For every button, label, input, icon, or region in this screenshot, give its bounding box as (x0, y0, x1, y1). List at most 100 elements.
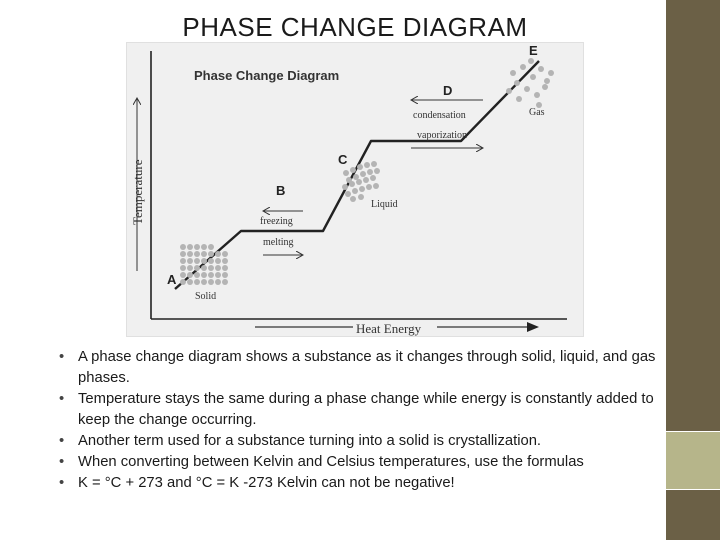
bullet-item: K = °C + 273 and °C = K -273 Kelvin can … (56, 473, 656, 494)
particle-dot (367, 169, 373, 175)
particle-dot (342, 184, 348, 190)
particle-dot (222, 265, 228, 271)
particle-dot (358, 194, 364, 200)
bullet-list: A phase change diagram shows a substance… (56, 347, 656, 494)
particle-dot (180, 244, 186, 250)
particle-dot (194, 279, 200, 285)
particle-dot (363, 177, 369, 183)
particle-dot (187, 279, 193, 285)
particle-dot (345, 191, 351, 197)
particle-dot (201, 272, 207, 278)
particle-dot (208, 258, 214, 264)
slide-title: PHASE CHANGE DIAGRAM (182, 12, 528, 42)
particle-dot (187, 265, 193, 271)
particle-dot (180, 251, 186, 257)
sidebar-accent-dark (666, 0, 720, 432)
particle-dot (194, 251, 200, 257)
particle-dot (215, 272, 221, 278)
particle-dot (180, 258, 186, 264)
particle-dot (201, 279, 207, 285)
particle-dot (201, 251, 207, 257)
particle-dot (357, 164, 363, 170)
vaporization-label: vaporization (417, 130, 467, 141)
particle-dot (201, 244, 207, 250)
point-d-label: D (443, 83, 452, 98)
particle-dot (370, 175, 376, 181)
particle-dot (194, 265, 200, 271)
particle-dot (194, 272, 200, 278)
particle-dot (544, 78, 550, 84)
condensation-label: condensation (413, 110, 466, 121)
particle-dot (374, 168, 380, 174)
particle-dot (360, 171, 366, 177)
particle-dot (222, 258, 228, 264)
particle-dot (180, 265, 186, 271)
particle-dot (215, 265, 221, 271)
liquid-particles (342, 161, 380, 202)
point-c-label: C (338, 152, 348, 167)
particle-dot (530, 74, 536, 80)
particle-dot (356, 179, 362, 185)
point-a-label: A (167, 272, 177, 287)
point-b-label: B (276, 183, 285, 198)
x-axis-label: Heat Energy (356, 321, 422, 336)
particle-dot (524, 86, 530, 92)
solid-label: Solid (195, 291, 216, 302)
particle-dot (180, 272, 186, 278)
particle-dot (208, 244, 214, 250)
particle-dot (350, 167, 356, 173)
particle-dot (350, 196, 356, 202)
particle-dot (506, 88, 512, 94)
particle-dot (371, 161, 377, 167)
particle-dot (516, 96, 522, 102)
particle-dot (343, 170, 349, 176)
particle-dot (215, 258, 221, 264)
melting-label: melting (263, 237, 294, 248)
particle-dot (201, 258, 207, 264)
bullet-item: When converting between Kelvin and Celsi… (56, 452, 656, 473)
particle-dot (187, 272, 193, 278)
particle-dot (208, 251, 214, 257)
liquid-label: Liquid (371, 199, 398, 210)
particle-dot (194, 258, 200, 264)
particle-dot (222, 251, 228, 257)
bullet-item: A phase change diagram shows a substance… (56, 347, 656, 389)
particle-dot (548, 70, 554, 76)
particle-dot (187, 244, 193, 250)
point-e-label: E (529, 43, 538, 58)
phase-change-diagram: Temperature Heat Energy Phase Change Dia… (130, 43, 567, 336)
freezing-label: freezing (260, 216, 293, 227)
particle-dot (353, 174, 359, 180)
particle-dot (373, 183, 379, 189)
particle-dot (180, 279, 186, 285)
particle-dot (542, 84, 548, 90)
particle-dot (364, 162, 370, 168)
particle-dot (215, 251, 221, 257)
bullet-item: Another term used for a substance turnin… (56, 431, 656, 452)
particle-dot (208, 279, 214, 285)
solid-particles (180, 244, 228, 285)
phase-change-figure: Temperature Heat Energy Phase Change Dia… (126, 42, 584, 337)
gas-particles (506, 58, 554, 108)
particle-dot (201, 265, 207, 271)
x-axis-label-bg (353, 321, 437, 335)
bullet-item: Temperature stays the same during a phas… (56, 389, 656, 431)
particle-dot (215, 279, 221, 285)
particle-dot (187, 258, 193, 264)
particle-dot (187, 251, 193, 257)
sidebar-accent-bottom (666, 490, 720, 540)
particle-dot (510, 70, 516, 76)
particle-dot (352, 188, 358, 194)
particle-dot (536, 102, 542, 108)
particle-dot (349, 181, 355, 187)
particle-dot (208, 272, 214, 278)
diagram-title: Phase Change Diagram (194, 68, 339, 83)
particle-dot (366, 184, 372, 190)
particle-dot (528, 58, 534, 64)
particle-dot (359, 186, 365, 192)
particle-dot (194, 244, 200, 250)
particle-dot (208, 265, 214, 271)
particle-dot (514, 80, 520, 86)
particle-dot (222, 279, 228, 285)
y-axis-label: Temperature (130, 159, 145, 225)
